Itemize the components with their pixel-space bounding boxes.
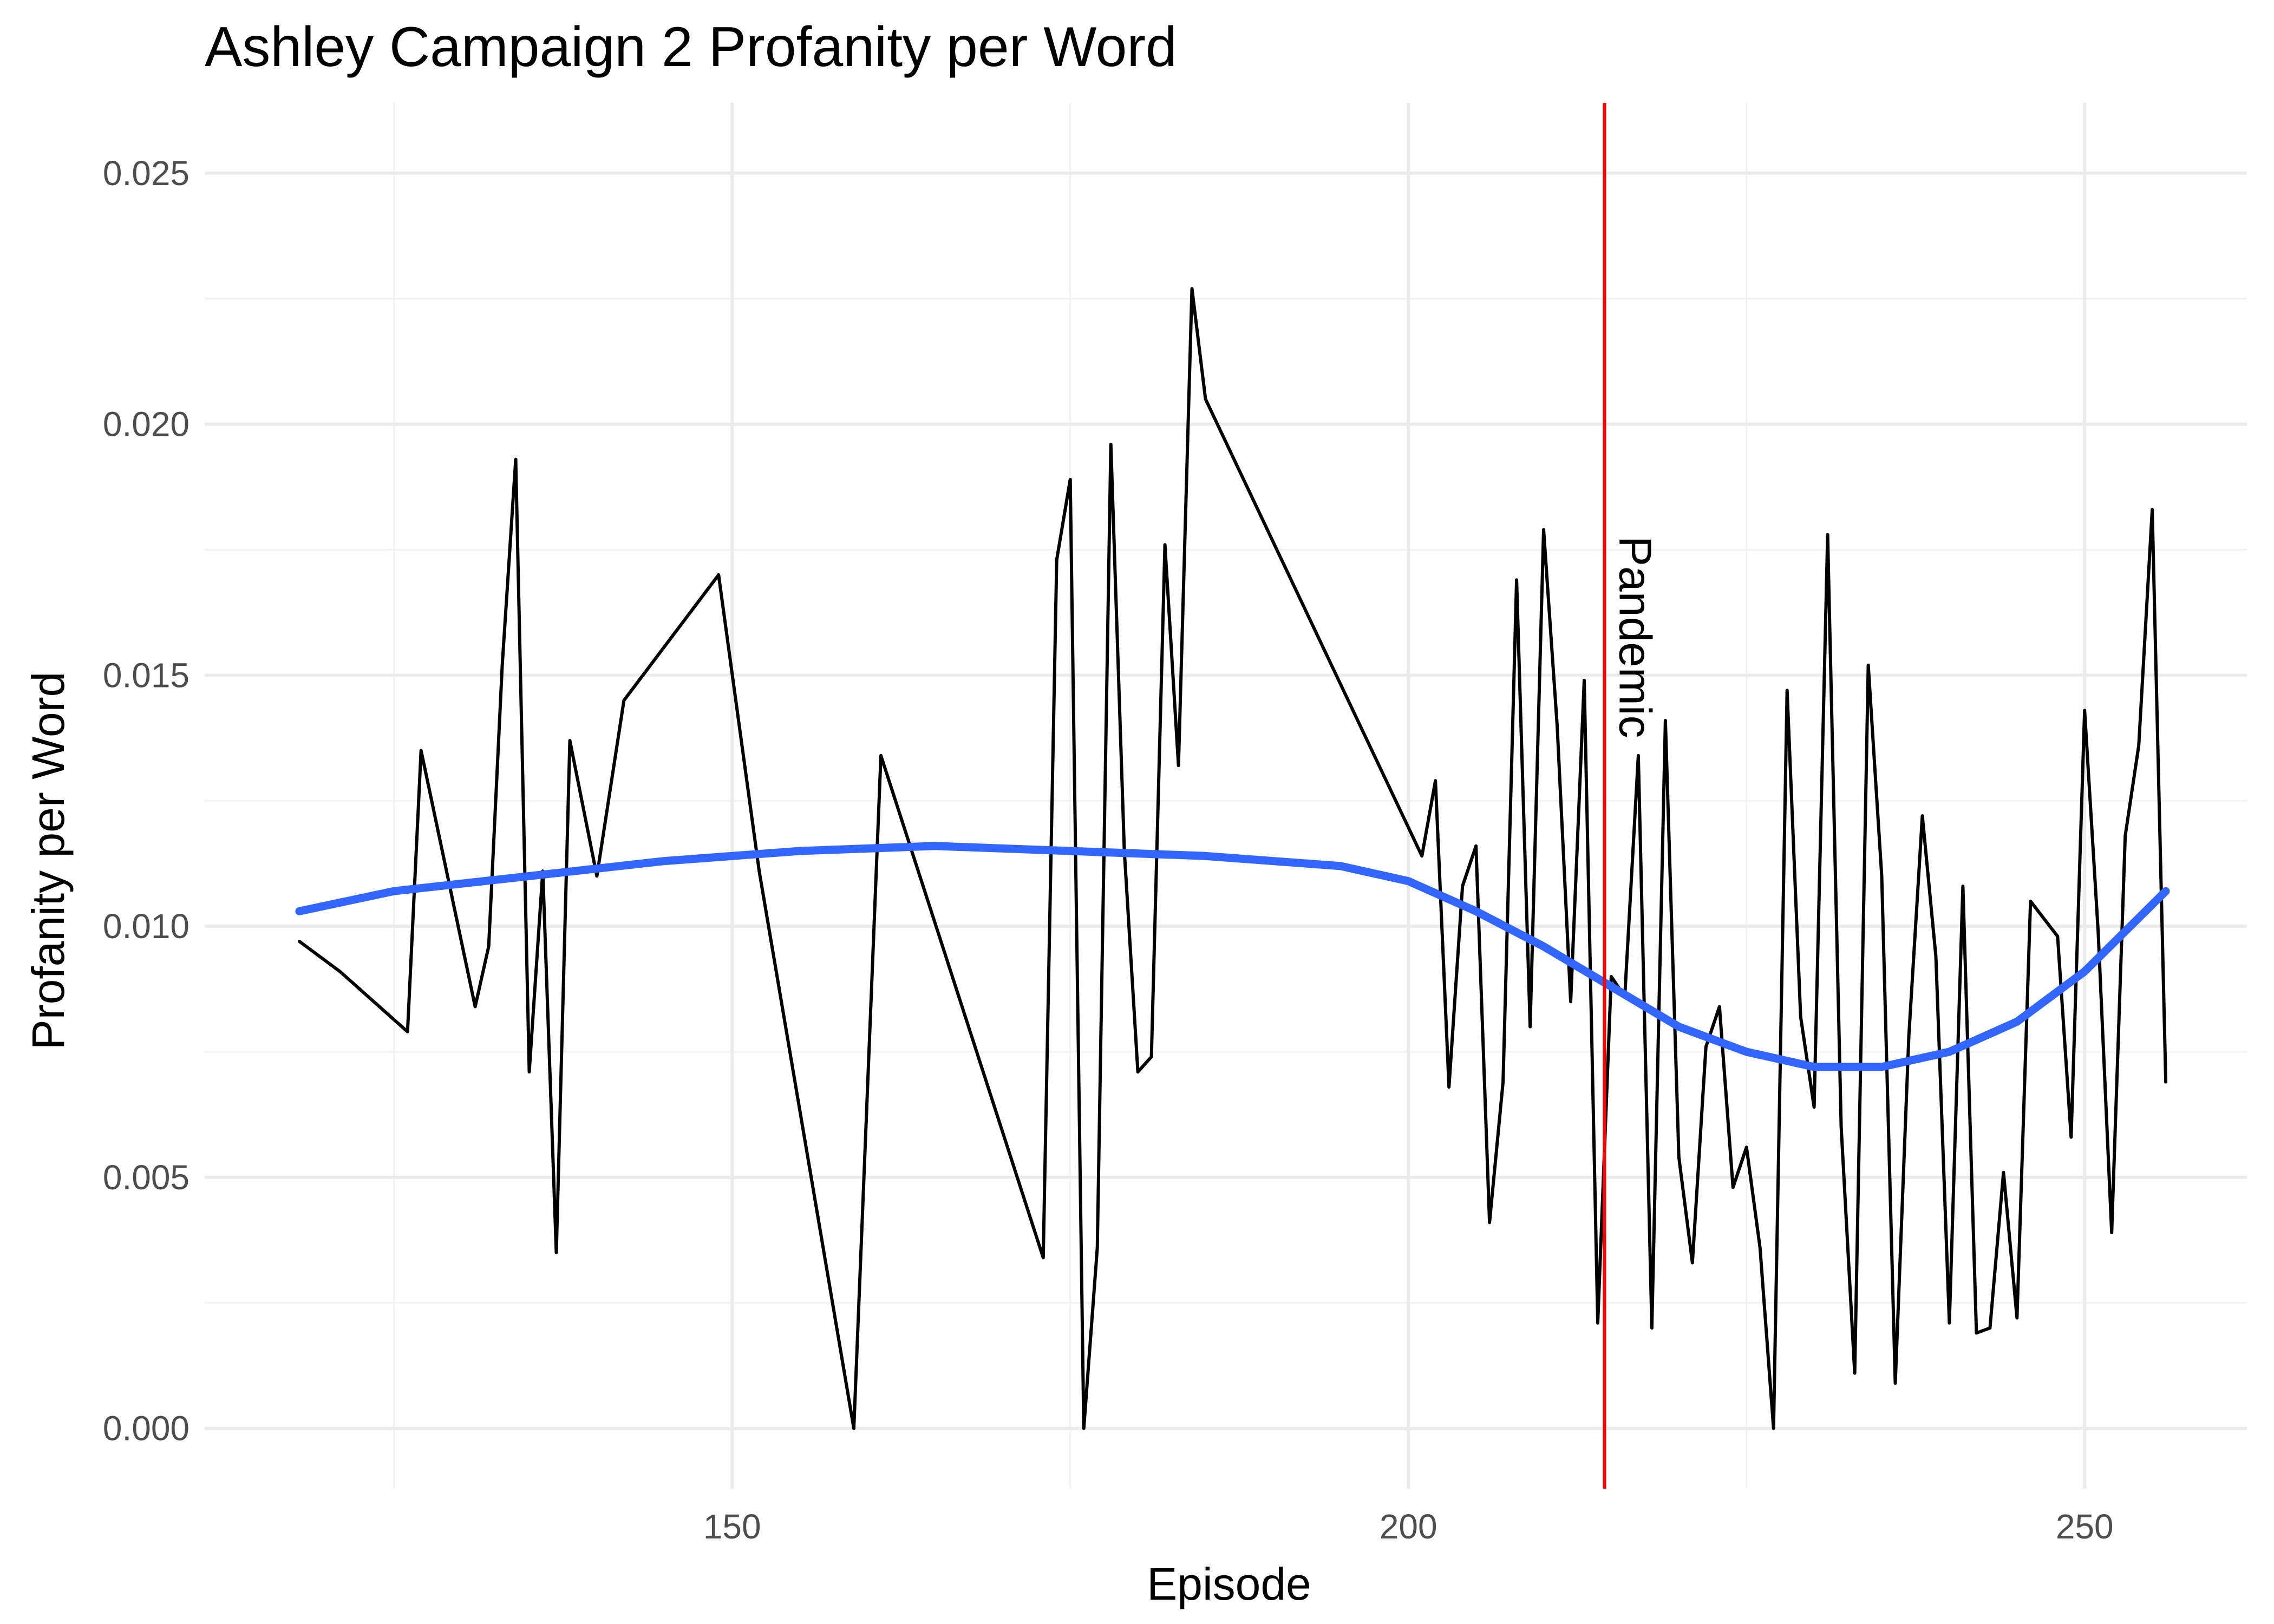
y-tick-label-1: 0.005 (103, 1158, 190, 1197)
y-tick-label-3: 0.015 (103, 656, 190, 695)
x-tick-label-150: 150 (703, 1507, 761, 1546)
pandemic-label: Pandemic (1610, 536, 1661, 738)
y-tick-label-2: 0.010 (103, 907, 190, 946)
y-tick-label-0: 0.000 (103, 1409, 190, 1448)
series-line-smooth-trend (295, 842, 2170, 1071)
series-layer (295, 287, 2170, 1430)
y-axis-tick-labels: 0.000 0.005 0.010 0.015 0.020 0.025 (103, 154, 190, 1448)
x-axis-title: Episode (1147, 1558, 1311, 1609)
chart-title: Ashley Campaign 2 Profanity per Word (205, 16, 1177, 78)
x-tick-label-200: 200 (1380, 1507, 1437, 1546)
x-axis-tick-labels: 150 200 250 (703, 1507, 2114, 1546)
y-axis-title: Profanity per Word (23, 672, 74, 1050)
series-line-profanity (297, 287, 2168, 1430)
y-tick-label-5: 0.025 (103, 154, 190, 193)
grid (205, 103, 2247, 1489)
y-tick-label-4: 0.020 (103, 405, 190, 444)
x-tick-label-250: 250 (2056, 1507, 2114, 1546)
annotation-layer: Pandemic (1603, 103, 1661, 1489)
